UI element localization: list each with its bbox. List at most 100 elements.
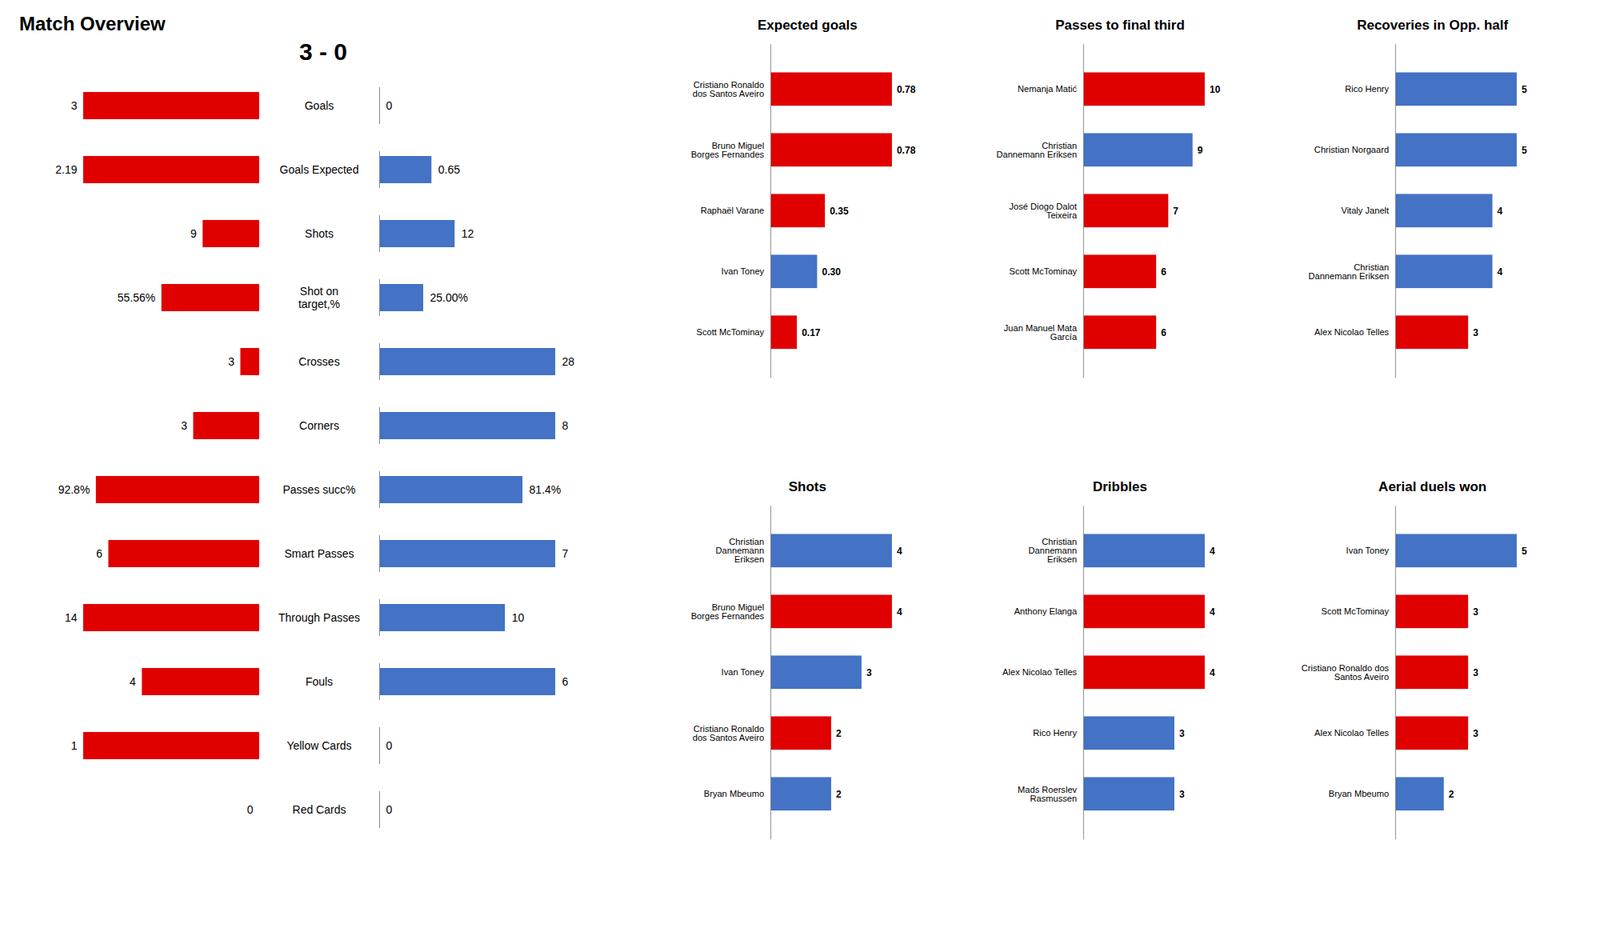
svg-text:Mads RoerslevRasmussen: Mads RoerslevRasmussen <box>1017 784 1078 803</box>
svg-text:0.78: 0.78 <box>896 84 916 96</box>
svg-text:4: 4 <box>896 544 903 556</box>
svg-text:Scott McTominay: Scott McTominay <box>1008 266 1077 276</box>
svg-text:ChristianDannemannEriksen: ChristianDannemannEriksen <box>716 536 765 564</box>
svg-text:3: 3 <box>1472 327 1479 339</box>
svg-text:Christian Norgaard: Christian Norgaard <box>1314 144 1389 155</box>
svg-text:9: 9 <box>1196 144 1203 156</box>
html-text:Aerial duels won: Aerial duels won <box>1378 478 1487 494</box>
svg-text:5: 5 <box>1521 144 1528 156</box>
svg-text:ChristianDannemannEriksen: ChristianDannemannEriksen <box>1028 536 1077 564</box>
svg-text:Rico Henry: Rico Henry <box>1032 728 1077 738</box>
html-text:Passes to final third: Passes to final third <box>1055 17 1185 33</box>
svg-text:3: 3 <box>1472 605 1479 617</box>
svg-text:92.8%: 92.8% <box>58 483 91 496</box>
svg-text:Ivan Toney: Ivan Toney <box>721 667 765 677</box>
svg-text:12: 12 <box>461 227 475 240</box>
svg-text:7: 7 <box>1172 205 1179 217</box>
html-text:Match Overview: Match Overview <box>19 12 166 35</box>
html-text:Shots: Shots <box>788 478 827 494</box>
svg-text:Cristiano Ronaldodos Santos Av: Cristiano Ronaldodos Santos Aveiro <box>692 723 764 742</box>
svg-text:4: 4 <box>1209 605 1216 617</box>
svg-text:Scott McTominay: Scott McTominay <box>696 327 765 337</box>
html-text:Recoveries in Opp. half: Recoveries in Opp. half <box>1356 17 1509 33</box>
html-text:3 - 0: 3 - 0 <box>299 38 348 65</box>
svg-text:14: 14 <box>64 611 78 624</box>
svg-text:4: 4 <box>129 675 136 688</box>
svg-text:10: 10 <box>512 611 525 624</box>
svg-text:6: 6 <box>1160 266 1167 278</box>
svg-text:3: 3 <box>1472 727 1479 739</box>
html-text:Goals: Goals <box>304 99 334 112</box>
html-text:Corners: Corners <box>299 419 340 432</box>
svg-text:0.78: 0.78 <box>896 144 916 156</box>
svg-text:6: 6 <box>562 675 569 688</box>
svg-text:Nemanja Matić: Nemanja Matić <box>1017 84 1078 94</box>
svg-text:Cristiano Ronaldo dosSantos Av: Cristiano Ronaldo dosSantos Aveiro <box>1301 662 1390 681</box>
svg-text:Alex Nicolao Telles: Alex Nicolao Telles <box>1314 728 1389 738</box>
html-text:Passes succ%: Passes succ% <box>282 483 356 496</box>
svg-text:3: 3 <box>71 99 78 112</box>
svg-text:Raphaël Varane: Raphaël Varane <box>700 205 764 216</box>
svg-text:4: 4 <box>1209 544 1216 556</box>
svg-text:2: 2 <box>1448 788 1455 800</box>
svg-text:81.4%: 81.4% <box>529 483 562 496</box>
svg-text:Juan Manuel MataGarcía: Juan Manuel MataGarcía <box>1003 323 1077 342</box>
svg-text:ChristianDannemann Eriksen: ChristianDannemann Eriksen <box>996 140 1077 160</box>
svg-text:55.56%: 55.56% <box>117 291 156 304</box>
svg-text:0: 0 <box>386 803 393 816</box>
svg-text:4: 4 <box>1497 205 1504 217</box>
svg-text:0: 0 <box>386 739 393 752</box>
svg-text:8: 8 <box>562 419 569 432</box>
svg-text:Rico Henry: Rico Henry <box>1344 84 1389 94</box>
svg-text:Bryan Mbeumo: Bryan Mbeumo <box>704 788 764 799</box>
svg-text:7: 7 <box>562 547 569 560</box>
svg-text:Bruno MiguelBorges Fernandes: Bruno MiguelBorges Fernandes <box>691 140 765 160</box>
html-text:Crosses: Crosses <box>298 355 340 368</box>
svg-text:0.17: 0.17 <box>801 327 821 339</box>
html-text:Goals Expected: Goals Expected <box>279 163 359 176</box>
svg-text:2.19: 2.19 <box>55 163 77 176</box>
svg-text:0: 0 <box>247 803 254 816</box>
svg-text:6: 6 <box>1160 327 1167 339</box>
svg-text:28: 28 <box>562 355 576 368</box>
svg-text:0.30: 0.30 <box>821 266 841 278</box>
svg-text:Ivan Toney: Ivan Toney <box>721 266 765 276</box>
html-text:Shot on target,%: Shot on target,% <box>298 284 341 311</box>
svg-text:ChristianDannemann Eriksen: ChristianDannemann Eriksen <box>1308 262 1390 281</box>
svg-text:6: 6 <box>96 547 103 560</box>
svg-text:Bruno MiguelBorges Fernandes: Bruno MiguelBorges Fernandes <box>691 601 765 620</box>
svg-text:5: 5 <box>1521 544 1528 556</box>
svg-text:3: 3 <box>1179 727 1185 739</box>
html-text:Dribbles: Dribbles <box>1092 478 1148 494</box>
svg-text:Alex Nicolao Telles: Alex Nicolao Telles <box>1002 667 1077 677</box>
svg-text:0.65: 0.65 <box>438 163 460 176</box>
svg-text:José Diogo DalotTeixeira: José Diogo DalotTeixeira <box>1008 201 1077 220</box>
svg-text:4: 4 <box>1209 666 1216 678</box>
svg-text:10: 10 <box>1209 84 1221 96</box>
svg-text:3: 3 <box>1179 788 1185 800</box>
svg-text:Bryan Mbeumo: Bryan Mbeumo <box>1328 788 1389 799</box>
svg-text:5: 5 <box>1521 84 1528 96</box>
svg-text:2: 2 <box>836 788 842 800</box>
svg-text:0.35: 0.35 <box>829 205 849 217</box>
svg-text:4: 4 <box>896 605 903 617</box>
svg-text:Vitaly Janelt: Vitaly Janelt <box>1341 205 1390 216</box>
svg-text:Alex Nicolao Telles: Alex Nicolao Telles <box>1314 327 1389 337</box>
svg-text:0: 0 <box>386 99 393 112</box>
svg-text:3: 3 <box>228 355 235 368</box>
html-text:Shots: Shots <box>304 227 334 240</box>
svg-text:25.00%: 25.00% <box>430 291 468 304</box>
svg-text:Cristiano Ronaldodos Santos Av: Cristiano Ronaldodos Santos Aveiro <box>692 80 764 99</box>
html-text:Expected goals: Expected goals <box>757 17 858 33</box>
svg-text:4: 4 <box>1497 266 1504 278</box>
html-text:Smart Passes: Smart Passes <box>284 547 355 560</box>
svg-text:Anthony Elanga: Anthony Elanga <box>1013 606 1077 616</box>
svg-text:9: 9 <box>190 227 197 240</box>
svg-text:3: 3 <box>180 419 188 432</box>
svg-text:3: 3 <box>866 666 872 678</box>
svg-text:Scott McTominay: Scott McTominay <box>1321 606 1390 616</box>
svg-text:3: 3 <box>1472 666 1479 678</box>
svg-text:1: 1 <box>71 739 78 752</box>
svg-text:2: 2 <box>836 727 842 739</box>
svg-text:Ivan Toney: Ivan Toney <box>1346 545 1390 556</box>
